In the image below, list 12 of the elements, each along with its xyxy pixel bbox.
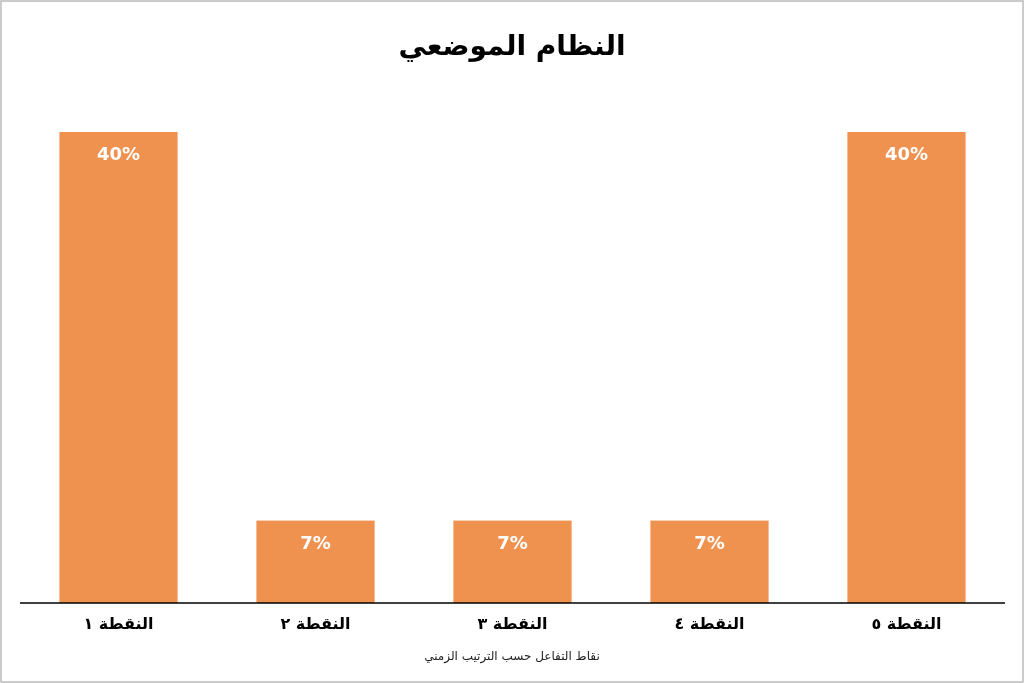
x-tick-label: النقطة ٤ bbox=[674, 614, 745, 633]
x-axis-title: نقاط التفاعل حسب الترتيب الزمني bbox=[424, 649, 600, 664]
data-label: 7% bbox=[497, 531, 528, 553]
x-tick-label: النقطة ٣ bbox=[477, 614, 548, 633]
x-tick-label: النقطة ٥ bbox=[871, 614, 942, 633]
data-label: 7% bbox=[300, 531, 331, 553]
data-label: 40% bbox=[884, 143, 929, 164]
chart-title: النظام الموضعي bbox=[398, 29, 626, 62]
data-label: 7% bbox=[694, 531, 725, 553]
x-tick-label: النقطة ١ bbox=[83, 614, 154, 633]
data-label: 40% bbox=[96, 143, 141, 164]
x-tick-label: النقطة ٢ bbox=[280, 614, 351, 633]
